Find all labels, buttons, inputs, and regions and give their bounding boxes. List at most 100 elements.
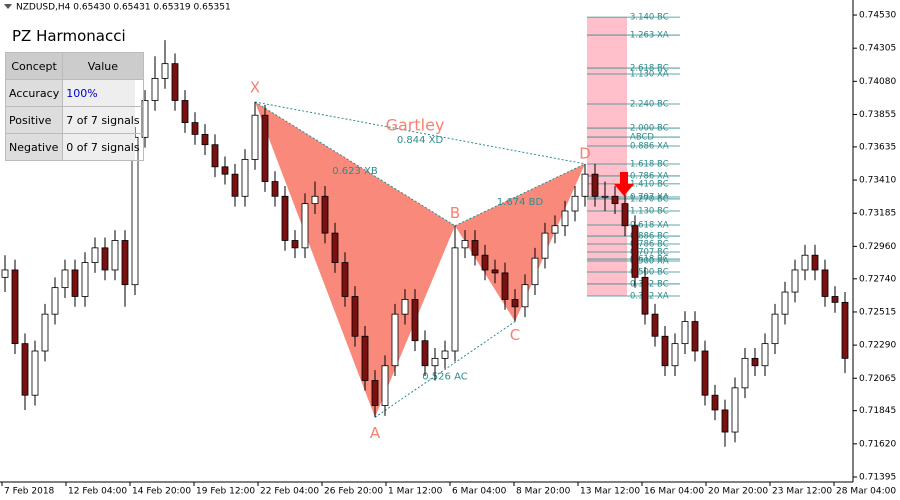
candle-body xyxy=(341,262,349,297)
candle-body xyxy=(641,276,649,315)
candle-body xyxy=(781,291,789,315)
candle-body xyxy=(451,247,459,352)
fib-label: 0.886 BC xyxy=(630,232,669,242)
y-tick-label: 0.72065 xyxy=(859,374,896,384)
x-tick-label: 6 Mar 04:00 xyxy=(452,487,507,497)
sell-arrow xyxy=(614,172,634,196)
x-tick-label: 7 Feb 2018 xyxy=(4,487,55,497)
candle-body xyxy=(271,181,279,197)
y-tick-label: 0.72960 xyxy=(859,242,896,252)
y-tick-label: 0.71620 xyxy=(859,439,896,449)
candle-body xyxy=(631,225,639,278)
fib-label: 3.140 BC xyxy=(630,13,669,23)
candle-body xyxy=(461,240,469,249)
point-label: C xyxy=(510,326,520,344)
column-header: Concept xyxy=(4,52,64,80)
candle-body xyxy=(111,240,119,271)
candle-body xyxy=(551,225,559,234)
x-tick-label: 20 Mar 20:00 xyxy=(708,487,768,497)
info-panel: PZ Harmonacci Concept Value Accuracy 100% … xyxy=(4,20,144,161)
fib-label: 2.240 BC xyxy=(630,100,669,110)
candle-body xyxy=(391,313,399,367)
candle-body xyxy=(371,380,379,406)
candle-body xyxy=(721,409,729,433)
x-tick-label: 23 Mar 12:00 xyxy=(772,487,832,497)
candle-body xyxy=(661,335,669,367)
candle-body xyxy=(151,77,159,101)
x-tick-label: 16 Mar 04:00 xyxy=(644,487,704,497)
candle-body xyxy=(811,254,819,271)
fib-label: 0.500 XA xyxy=(630,256,669,266)
candle-body xyxy=(121,240,129,286)
candle-body xyxy=(421,340,429,367)
candle-body xyxy=(761,343,769,367)
y-tick-label: 0.72290 xyxy=(859,341,896,351)
candle-body xyxy=(731,387,739,433)
candle-body xyxy=(501,272,509,300)
candle-body xyxy=(31,350,39,396)
ratio-label: 0.844 XD xyxy=(397,135,444,146)
candle-body xyxy=(571,195,579,212)
y-tick-label: 0.71395 xyxy=(859,472,896,482)
candle-body xyxy=(601,195,609,198)
candle-body xyxy=(611,195,619,205)
candle-body xyxy=(771,313,779,345)
fib-label: 0.382 XA xyxy=(630,292,669,302)
point-label: X xyxy=(250,78,260,96)
candle-body xyxy=(181,100,189,123)
fib-box xyxy=(587,17,627,297)
candle-body xyxy=(81,262,89,297)
y-tick-label: 0.73855 xyxy=(859,110,896,120)
symbol-icon xyxy=(4,4,12,9)
candle-body xyxy=(11,269,19,345)
candle-body xyxy=(691,321,699,352)
candle-body xyxy=(561,210,569,227)
candle-body xyxy=(311,195,319,205)
candle-body xyxy=(441,350,449,359)
ratio-label: 0.526 AC xyxy=(422,371,467,382)
candle-body xyxy=(21,343,29,396)
candle-body xyxy=(61,269,69,289)
x-tick-label: 28 Mar 04:00 xyxy=(836,487,896,497)
y-tick-label: 0.73635 xyxy=(859,142,896,152)
pattern-name: Gartley xyxy=(386,116,445,135)
candle-body xyxy=(351,296,359,337)
x-tick-label: 13 Mar 12:00 xyxy=(580,487,640,497)
ratio-line xyxy=(254,101,456,227)
x-tick-label: 12 Feb 04:00 xyxy=(68,487,127,497)
row-key: Negative xyxy=(4,133,64,161)
candle-body xyxy=(361,335,369,381)
info-table: Concept Value Accuracy 100% Positive 7 of 7… xyxy=(4,52,144,161)
candle-body xyxy=(51,287,59,315)
candle-body xyxy=(1,269,9,278)
candle-body xyxy=(801,254,809,271)
candle-body xyxy=(241,159,249,197)
candle-body xyxy=(101,247,109,271)
fib-label: 0.786 BC xyxy=(630,240,669,250)
row-key: Positive xyxy=(4,106,64,134)
fib-label: 0.618 XA xyxy=(630,221,669,231)
candle-body xyxy=(281,195,289,241)
candle-body xyxy=(621,203,629,227)
y-tick-label: 0.73185 xyxy=(859,209,896,219)
candle-body xyxy=(221,166,229,175)
candle-body xyxy=(211,144,219,168)
row-value: 0 of 7 signals xyxy=(62,133,144,161)
candle-body xyxy=(751,357,759,367)
y-tick-label: 0.73410 xyxy=(859,176,896,186)
fib-label: 1.270 BC xyxy=(630,194,669,204)
fib-label: 0.500 BC xyxy=(630,268,669,278)
candle-body xyxy=(491,269,499,274)
candle-body xyxy=(831,296,839,303)
fib-label: 0.382 BC xyxy=(630,279,669,289)
column-header: Value xyxy=(62,52,144,80)
fib-label: 1.130 BC xyxy=(630,207,669,217)
candle-body xyxy=(301,203,309,249)
candle-body xyxy=(591,173,599,197)
candle-body xyxy=(711,394,719,411)
x-tick-label: 8 Mar 20:00 xyxy=(516,487,571,497)
candle-body xyxy=(481,254,489,271)
x-tick-label: 19 Feb 12:00 xyxy=(196,487,255,497)
